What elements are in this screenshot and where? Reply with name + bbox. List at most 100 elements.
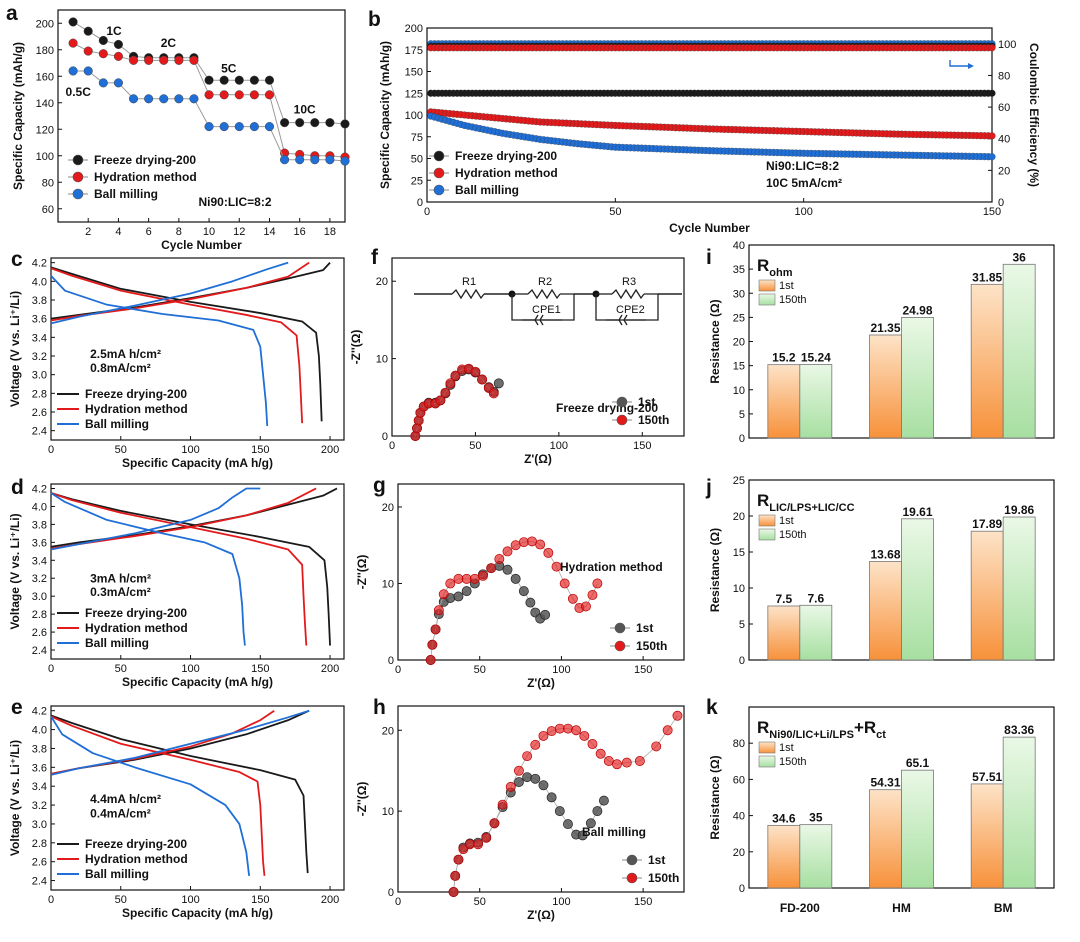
- panel-letter-f: f: [371, 246, 379, 269]
- legend-item-marker: [72, 171, 84, 183]
- plot-frame: [391, 257, 685, 437]
- bar-value-label: 7.6: [807, 591, 824, 605]
- bar-150th: [799, 364, 833, 439]
- x-tick-label: 0: [48, 894, 54, 906]
- legend-item-text: Freeze drying-200: [455, 149, 557, 163]
- data-point: [438, 589, 449, 600]
- x-category-label: BM: [994, 901, 1013, 915]
- legend-item-marker: [433, 150, 445, 162]
- legend-item-text: 150th: [648, 871, 679, 885]
- data-point: [83, 46, 93, 56]
- x-axis-label: Specific Capacity (mA h/g): [122, 456, 273, 470]
- data-point: [988, 44, 996, 52]
- x-tick-label: 0: [395, 896, 401, 908]
- y-tick-label: 25: [411, 175, 423, 187]
- legend-item-text: Freeze drying-200: [94, 153, 196, 167]
- data-point: [603, 756, 614, 766]
- data-point: [159, 94, 169, 104]
- bar-1st: [970, 283, 1004, 439]
- y-tick-label: 30: [733, 288, 745, 300]
- data-point: [489, 818, 500, 829]
- data-point: [83, 26, 93, 36]
- bar-value-label: 24.98: [902, 303, 932, 317]
- y-tick-label: 2.8: [32, 388, 47, 400]
- data-point: [510, 573, 521, 584]
- series-5: [427, 44, 996, 52]
- y-tick-label: 20: [382, 725, 394, 737]
- y-axis-label: -Z''(Ω): [355, 555, 369, 590]
- series-0-charge: [50, 709, 310, 775]
- bar-value-label: 54.31: [870, 776, 900, 790]
- x-axis-label: Z'(Ω): [527, 676, 555, 690]
- legend-item-marker: [614, 640, 626, 652]
- data-point: [83, 66, 93, 76]
- panel-g: 0 50 100 150 0 10 20 Z'(Ω) -Z''(Ω) Hydration meth…: [355, 483, 685, 690]
- legend-item-text: Freeze drying-200: [85, 606, 187, 620]
- legend-item-text: 1st: [648, 853, 665, 867]
- annotation: 0.5C: [66, 85, 92, 99]
- bar-value-label: 15.2: [772, 351, 796, 365]
- annotation: 4.4mA h/cm²: [90, 792, 161, 806]
- data-point: [174, 94, 184, 104]
- y-axis-label: Resistance (Ω): [708, 299, 722, 383]
- y-tick-label: 20: [382, 502, 394, 514]
- data-point: [513, 765, 524, 776]
- legend-item-text: Ball milling: [455, 183, 519, 197]
- bar-value-label: 13.68: [870, 548, 900, 562]
- data-point: [518, 586, 529, 597]
- x-tick-label: 2: [85, 226, 91, 238]
- resistor-r2-label: R2: [538, 276, 552, 288]
- data-point: [502, 546, 513, 557]
- legend-item-text: Ball milling: [85, 636, 149, 650]
- data-point: [144, 94, 154, 104]
- x-tick-label: 50: [474, 896, 486, 908]
- data-point: [488, 388, 499, 399]
- data-point: [249, 122, 259, 132]
- plot-title: Freeze drying-200: [556, 401, 658, 415]
- y-tick-label: 2.6: [32, 857, 47, 869]
- data-point: [579, 730, 590, 741]
- legend-item-marker: [616, 414, 628, 426]
- data-point: [554, 723, 565, 734]
- cpe1-label: CPE1: [532, 304, 561, 316]
- bar-150th: [1002, 516, 1036, 661]
- data-point: [502, 564, 513, 575]
- series-2-charge: [50, 261, 289, 325]
- series-2: [427, 112, 996, 161]
- y-tick-label: 3.8: [32, 295, 47, 307]
- series-line-1: [453, 715, 678, 893]
- x-tick-label: 4: [115, 226, 121, 238]
- y-tick-label: 3.4: [32, 781, 47, 793]
- annotation: 1C: [106, 24, 122, 38]
- legend-item-marker: [626, 854, 638, 866]
- bar-1st: [869, 789, 902, 889]
- data-point: [634, 756, 645, 766]
- data-point: [585, 818, 596, 829]
- panel-f: 0 50 100 150 0 10 20 Z'(Ω) -Z''(Ω) Freeze drying-…: [349, 257, 685, 466]
- data-point: [440, 387, 451, 398]
- y-tick-label: 4.2: [32, 258, 47, 270]
- y2-tick-label: 40: [998, 134, 1010, 146]
- data-point: [113, 78, 123, 88]
- x-tick-label: 10: [203, 226, 215, 238]
- wire-loop: [511, 293, 575, 321]
- cpe1: [534, 314, 539, 326]
- data-point: [470, 366, 481, 377]
- data-point: [530, 739, 541, 750]
- legend-item-text: 1st: [638, 395, 655, 409]
- annotation: 0.3mA/cm²: [90, 585, 151, 599]
- x-tick-label: 50: [474, 664, 486, 676]
- panel-a: 2 4 6 8 10 12 14 16 18 60 80 100 120 140 160 180 200 Cycl…: [11, 9, 350, 252]
- x-tick-label: 50: [115, 894, 127, 906]
- bar-value-label: 83.36: [1004, 723, 1034, 737]
- y-tick-label: 40: [733, 811, 745, 823]
- data-point: [478, 570, 488, 581]
- bar-1st: [767, 605, 801, 661]
- y-tick-label: 200: [36, 18, 54, 30]
- x-tick-label: 200: [321, 663, 339, 675]
- plot-frame: [50, 257, 345, 441]
- data-point: [234, 90, 244, 100]
- data-point: [587, 590, 598, 600]
- y-tick-label: 20: [733, 847, 745, 859]
- panel-i: 0 5 10 15 20 25 30 35 40 Resistance (Ω) 15.2 15.24 2…: [708, 240, 1055, 445]
